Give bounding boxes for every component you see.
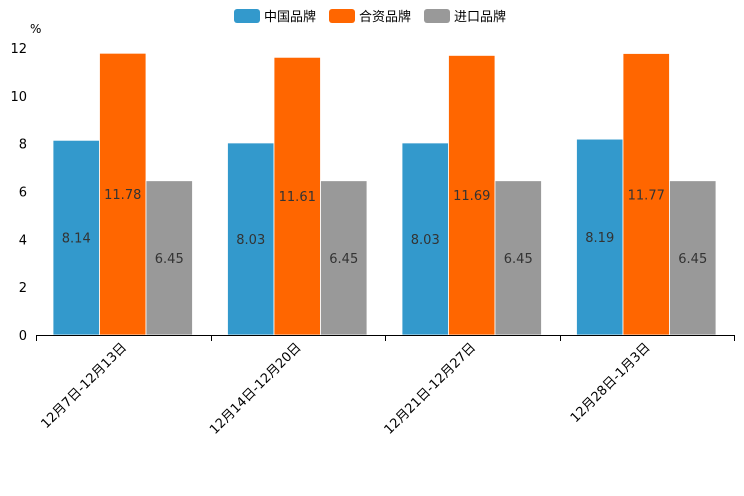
legend-label-2[interactable]: 合资品牌	[359, 9, 411, 25]
x-category-label-4: 12月28日-1月3日	[568, 340, 654, 426]
x-category-label-1: 12月7日-12月13日	[38, 340, 130, 432]
data-label-3-2: 6.45	[329, 252, 358, 267]
data-label-1-1: 8.14	[62, 232, 91, 247]
bar-1-2[interactable]	[227, 142, 275, 336]
data-label-2-4: 11.77	[628, 188, 665, 203]
bar-2-3[interactable]	[448, 55, 496, 336]
bar-3-4[interactable]	[669, 180, 717, 336]
y-tick-label: 10	[10, 90, 27, 105]
bar-1-4[interactable]	[576, 138, 624, 336]
bar-1-1[interactable]	[52, 139, 100, 336]
data-label-1-3: 8.03	[411, 233, 440, 248]
bar-3-2[interactable]	[320, 180, 368, 336]
data-label-3-3: 6.45	[504, 252, 533, 267]
data-label-2-1: 11.78	[104, 188, 141, 203]
y-tick-label: 4	[19, 233, 27, 248]
bar-3-1[interactable]	[145, 180, 193, 336]
legend: 中国品牌 合资品牌 进口品牌	[234, 9, 506, 25]
legend-label-3[interactable]: 进口品牌	[454, 9, 506, 25]
data-label-3-4: 6.45	[678, 252, 707, 267]
bars-group: 8.14 11.78 6.45 8.03 11.61 6.45 8.03 11.69 6.45 8…	[52, 52, 717, 336]
legend-swatch-3[interactable]	[424, 9, 450, 23]
y-tick-label: 2	[19, 281, 27, 296]
data-label-2-2: 11.61	[279, 190, 316, 205]
y-tick-label: 12	[10, 42, 27, 57]
data-label-3-1: 6.45	[155, 252, 184, 267]
x-category-label-3: 12月21日-12月27日	[382, 340, 479, 437]
legend-swatch-1[interactable]	[234, 9, 260, 23]
data-label-1-4: 8.19	[585, 231, 614, 246]
legend-label-1[interactable]: 中国品牌	[264, 9, 316, 25]
bar-2-1[interactable]	[99, 52, 147, 336]
y-axis-unit-label: %	[30, 22, 41, 36]
legend-swatch-2[interactable]	[329, 9, 355, 23]
x-category-label-2: 12月14日-12月20日	[207, 340, 304, 437]
data-label-1-2: 8.03	[236, 233, 265, 248]
y-tick-label: 0	[19, 329, 27, 344]
bar-2-2[interactable]	[273, 56, 321, 336]
y-tick-label: 8	[19, 138, 27, 153]
x-axis: 12月7日-12月13日 12月14日-12月20日 12月21日-12月27日 12…	[36, 335, 735, 438]
y-axis: 0 2 4 6 8 10 12	[10, 42, 27, 344]
y-tick-label: 6	[19, 186, 27, 201]
data-label-2-3: 11.69	[453, 189, 490, 204]
